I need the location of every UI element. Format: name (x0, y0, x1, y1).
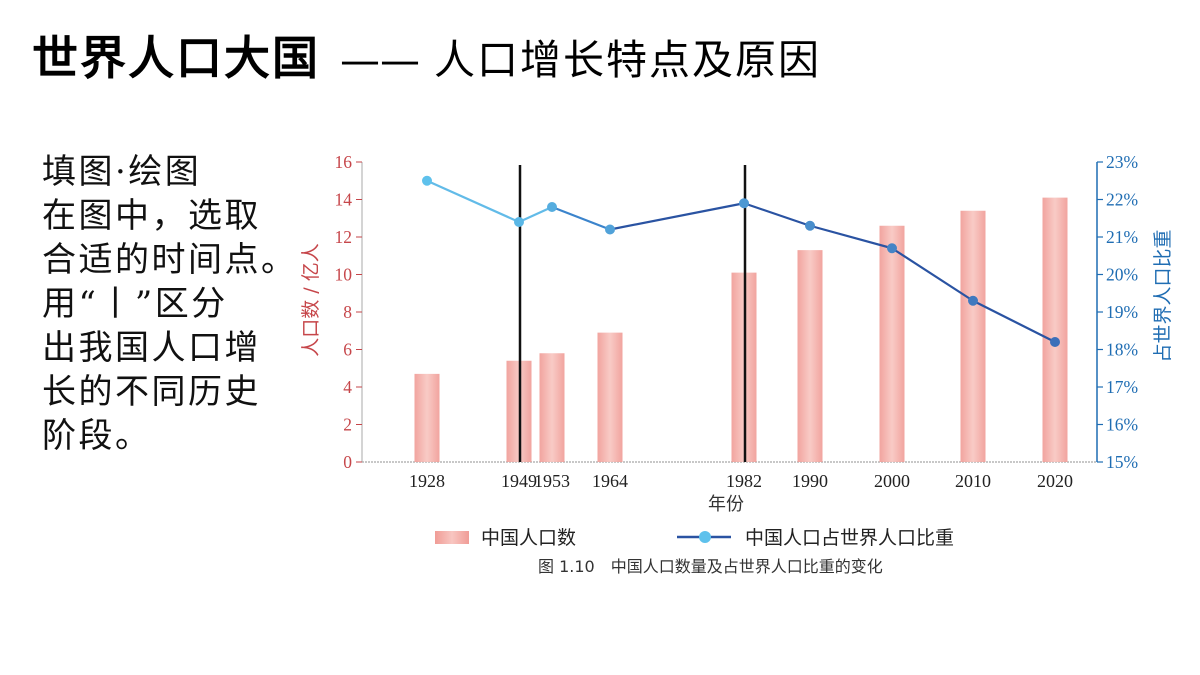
line-segment-2000-2010 (890, 247, 975, 302)
x-tick-label-1953: 1953 (534, 471, 570, 491)
line-segment-1928-1949 (425, 179, 521, 224)
legend-line-label: 中国人口占世界人口比重 (745, 527, 954, 549)
instructions-line: 在图中，选取 (42, 196, 261, 236)
y-tick-label-right: 19% (1106, 302, 1138, 322)
stage-dividers (518, 165, 747, 462)
legend-bar-swatch (435, 531, 469, 544)
bar-2010 (960, 210, 986, 462)
bar-1964 (597, 332, 623, 462)
x-tick-label-1964: 1964 (592, 471, 628, 491)
bar-1953 (539, 353, 565, 462)
bar-1928 (414, 373, 440, 462)
y-tick-label-right: 22% (1106, 190, 1138, 210)
title-main: 世界人口大国 (32, 31, 320, 85)
y-tick-label-right: 23% (1106, 152, 1138, 172)
instructions-line: 用“丨”区分 (42, 284, 228, 324)
legend-line-marker (699, 531, 711, 543)
y-tick-label-left: 4 (343, 377, 352, 397)
line-point-2020 (1050, 337, 1060, 347)
slide-title: 世界人口大国 —— 人口增长特点及原因 (32, 28, 821, 99)
line-segment-1964-1982 (608, 202, 746, 231)
y-tick-label-left: 16 (335, 152, 353, 172)
instructions-line: 合适的时间点。 (42, 240, 298, 280)
y-tick-label-right: 18% (1106, 340, 1138, 360)
y-axis-label-left: 人口数 / 亿人 (300, 243, 322, 356)
legend: 中国人口数 中国人口占世界人口比重 (435, 527, 954, 549)
line-segment-2010-2020 (971, 299, 1057, 344)
x-tick-label-1928: 1928 (409, 471, 445, 491)
y-tick-label-right: 17% (1106, 377, 1138, 397)
line-segment-1982-1990 (742, 202, 812, 227)
y-tick-label-left: 10 (335, 265, 353, 285)
y-tick-label-right: 16% (1106, 415, 1138, 435)
line-point-1990 (805, 220, 815, 231)
legend-bar-label: 中国人口数 (481, 527, 576, 549)
line-point-1964 (605, 224, 615, 235)
y-tick-label-left: 12 (335, 227, 353, 247)
line-point-1982 (739, 198, 749, 209)
line-point-1953 (547, 202, 557, 212)
line-point-2000 (887, 243, 897, 254)
instructions-line: 出我国人口增 (42, 328, 261, 368)
line-segment-1953-1964 (550, 205, 612, 231)
y-tick-label-right: 21% (1106, 227, 1138, 247)
x-tick-label-1949: 1949 (501, 471, 537, 491)
line-segment-1949-1953 (517, 205, 554, 224)
y-tick-label-right: 20% (1106, 265, 1138, 285)
tick-labels: 0 2 4 6 8 10 12 14 16 15% 16% 17% 18% 19% 20% 21% 22% 23%… (335, 152, 1139, 491)
x-tick-label-1990: 1990 (792, 471, 828, 491)
y-tick-label-left: 14 (335, 190, 353, 210)
line-segment-1990-2000 (808, 224, 894, 250)
y-tick-label-left: 2 (343, 415, 352, 435)
title-subtitle: 人口增长特点及原因 (434, 36, 821, 84)
y-tick-label-left: 0 (343, 452, 352, 472)
y-tick-label-left: 6 (343, 340, 352, 360)
line-point-2010 (968, 295, 978, 306)
title-separator: —— (340, 38, 420, 84)
x-tick-label-2010: 2010 (955, 471, 991, 491)
instructions-heading: 填图·绘图 (42, 152, 202, 192)
x-tick-label-1982: 1982 (726, 471, 762, 491)
bar-1990 (797, 250, 823, 462)
line-series (422, 175, 1060, 347)
bar-series (414, 197, 1068, 462)
line-point-1928 (422, 175, 432, 186)
instructions-line: 长的不同历史 (42, 372, 261, 412)
figure-caption: 图 1.10 中国人口数量及占世界人口比重的变化 (538, 557, 883, 576)
y-axis-label-right: 占世界人口比重 (1152, 229, 1174, 362)
x-tick-label-2020: 2020 (1037, 471, 1073, 491)
x-tick-label-2000: 2000 (874, 471, 910, 491)
bar-2020 (1042, 197, 1068, 462)
line-point-1949 (514, 217, 524, 227)
y-tick-label-right: 15% (1106, 452, 1138, 472)
y-tick-label-left: 8 (343, 302, 352, 322)
instructions-line: 阶段。 (42, 416, 152, 456)
x-axis-label: 年份 (708, 494, 744, 515)
instructions-text: 填图·绘图 在图中，选取 合适的时间点。 用“丨”区分 出我国人口增 长的不同历… (42, 150, 298, 458)
bar-2000 (879, 225, 905, 462)
